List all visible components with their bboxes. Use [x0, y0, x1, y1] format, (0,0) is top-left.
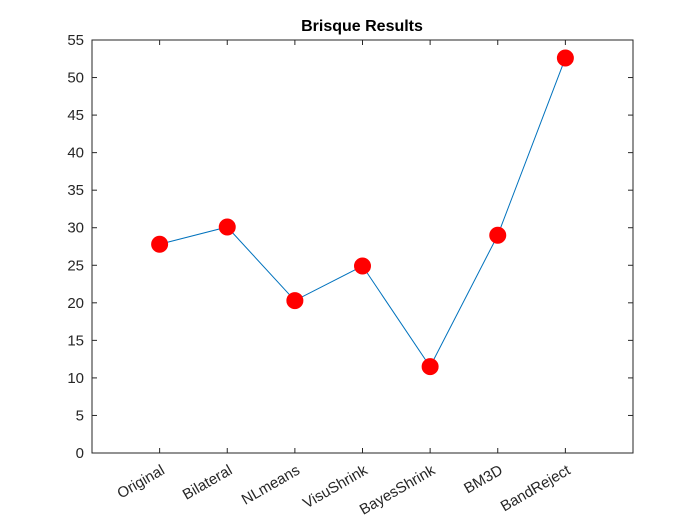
data-point	[286, 292, 304, 310]
data-point	[354, 257, 371, 275]
data-point	[489, 226, 507, 244]
y-tick-label: 50	[67, 70, 84, 87]
x-tick-label: Original	[114, 462, 167, 503]
y-tick-label: 10	[67, 370, 84, 387]
y-tick-label: 35	[67, 182, 84, 199]
series-line	[159, 57, 566, 368]
y-tick-label: 55	[67, 32, 84, 49]
y-tick-label: 5	[76, 407, 84, 424]
x-tick-label: BM3D	[461, 462, 506, 498]
y-tick-label: 30	[67, 220, 84, 237]
y-tick-label: 20	[67, 295, 84, 312]
y-tick-label: 45	[67, 107, 84, 124]
y-tick-label: 0	[76, 445, 84, 462]
data-point	[218, 218, 236, 236]
x-tick-label: NLmeans	[239, 462, 303, 509]
axes-box	[91, 39, 634, 454]
data-point	[421, 358, 439, 376]
series-1	[151, 49, 574, 376]
data-point	[556, 49, 574, 67]
x-tick-label: Bilateral	[180, 462, 235, 504]
axes: 0 5 10 15 20 25 30 35 40 45 50 55 Original Bilateral N…	[67, 32, 634, 519]
x-tick-label: BayesShrink	[357, 461, 439, 518]
y-tick-label: 40	[67, 145, 84, 162]
y-tick-label: 25	[67, 257, 84, 274]
x-tick-label: BandReject	[498, 461, 574, 515]
y-tick-label: 15	[67, 332, 84, 349]
data-point	[151, 235, 169, 253]
chart-title: Brisque Results	[301, 18, 423, 35]
